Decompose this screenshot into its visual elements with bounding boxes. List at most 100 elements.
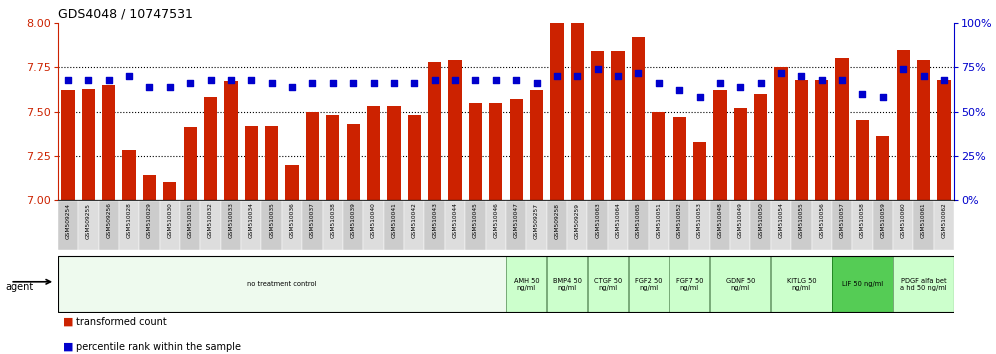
Text: GSM510055: GSM510055 (799, 202, 804, 239)
Text: GSM510061: GSM510061 (921, 202, 926, 238)
Point (426, 77, 442, 82)
Bar (795, 80, 808, 200)
Point (141, 84, 157, 90)
Bar (917, 60, 930, 200)
Bar (628, 201, 648, 250)
Bar (241, 201, 262, 250)
Point (508, 77, 524, 82)
Bar (571, 23, 584, 200)
Bar (510, 99, 523, 200)
Text: GSM510032: GSM510032 (208, 202, 213, 239)
Bar (591, 51, 605, 200)
Point (406, 80, 422, 86)
Text: GSM510059: GSM510059 (880, 202, 885, 239)
Point (366, 80, 381, 86)
Bar (754, 94, 767, 200)
Bar (734, 108, 747, 200)
Point (712, 80, 728, 86)
Bar (750, 201, 771, 250)
Bar (689, 201, 710, 250)
Bar (893, 201, 913, 250)
Bar (710, 201, 730, 250)
Bar (937, 80, 950, 200)
Bar (262, 201, 282, 250)
Bar (326, 115, 340, 200)
Bar (58, 256, 506, 312)
Text: GSM509255: GSM509255 (86, 202, 91, 239)
Bar (123, 150, 135, 200)
Bar (547, 256, 587, 312)
Point (732, 84, 748, 90)
Text: GSM510041: GSM510041 (391, 202, 396, 238)
Bar (99, 201, 119, 250)
Point (610, 73, 626, 79)
Point (915, 73, 931, 79)
Text: GSM510065: GSM510065 (635, 202, 640, 238)
Bar (815, 80, 829, 200)
Point (346, 80, 362, 86)
Point (630, 70, 646, 75)
Bar (383, 201, 404, 250)
Text: GSM510063: GSM510063 (596, 202, 601, 238)
Text: GSM510043: GSM510043 (432, 202, 437, 239)
Bar (448, 60, 462, 200)
Text: transformed count: transformed count (76, 317, 166, 327)
Text: GSM510040: GSM510040 (372, 202, 376, 239)
Point (874, 95, 890, 100)
Point (161, 84, 178, 90)
Bar (730, 201, 750, 250)
Bar (404, 201, 424, 250)
Text: GSM509259: GSM509259 (575, 202, 580, 239)
Point (650, 80, 666, 86)
Bar (648, 201, 669, 250)
Bar (550, 23, 564, 200)
Bar (428, 62, 441, 200)
Bar (669, 256, 709, 312)
Text: GSM510031: GSM510031 (187, 202, 192, 238)
Text: GSM510042: GSM510042 (411, 202, 416, 239)
Point (671, 87, 687, 93)
Bar (224, 81, 238, 200)
Text: no treatment control: no treatment control (247, 281, 317, 287)
Bar (588, 256, 627, 312)
Bar (526, 201, 547, 250)
Bar (364, 201, 383, 250)
Bar (856, 120, 870, 200)
Text: GSM510044: GSM510044 (452, 202, 457, 239)
Point (386, 80, 402, 86)
Bar (612, 51, 624, 200)
Bar (424, 201, 445, 250)
Text: GSM509258: GSM509258 (555, 202, 560, 239)
Text: GSM510038: GSM510038 (331, 202, 336, 239)
Text: GDS4048 / 10747531: GDS4048 / 10747531 (58, 7, 192, 21)
Point (101, 77, 117, 82)
Bar (78, 201, 99, 250)
Text: GSM510029: GSM510029 (147, 202, 152, 239)
Text: GSM510056: GSM510056 (820, 202, 825, 238)
Text: GSM510062: GSM510062 (941, 202, 946, 238)
Bar (628, 256, 668, 312)
Bar (812, 201, 832, 250)
Text: GSM510028: GSM510028 (126, 202, 131, 239)
Bar (530, 90, 543, 200)
Text: GSM510050: GSM510050 (758, 202, 763, 239)
Text: GSM510036: GSM510036 (290, 202, 295, 238)
Bar (282, 201, 302, 250)
Bar (306, 112, 319, 200)
Text: GSM509257: GSM509257 (534, 202, 539, 239)
Bar (853, 201, 872, 250)
Point (264, 80, 280, 86)
Point (691, 95, 707, 100)
Text: GSM510052: GSM510052 (676, 202, 681, 239)
Bar (142, 175, 156, 200)
Bar (62, 90, 75, 200)
Bar (567, 201, 588, 250)
Point (325, 80, 341, 86)
Bar (588, 201, 608, 250)
Text: FGF2 50
ng/ml: FGF2 50 ng/ml (634, 278, 662, 291)
Bar (445, 201, 465, 250)
Text: GSM510048: GSM510048 (717, 202, 722, 239)
Bar (836, 58, 849, 200)
Text: GSM510045: GSM510045 (473, 202, 478, 239)
Bar (652, 112, 665, 200)
